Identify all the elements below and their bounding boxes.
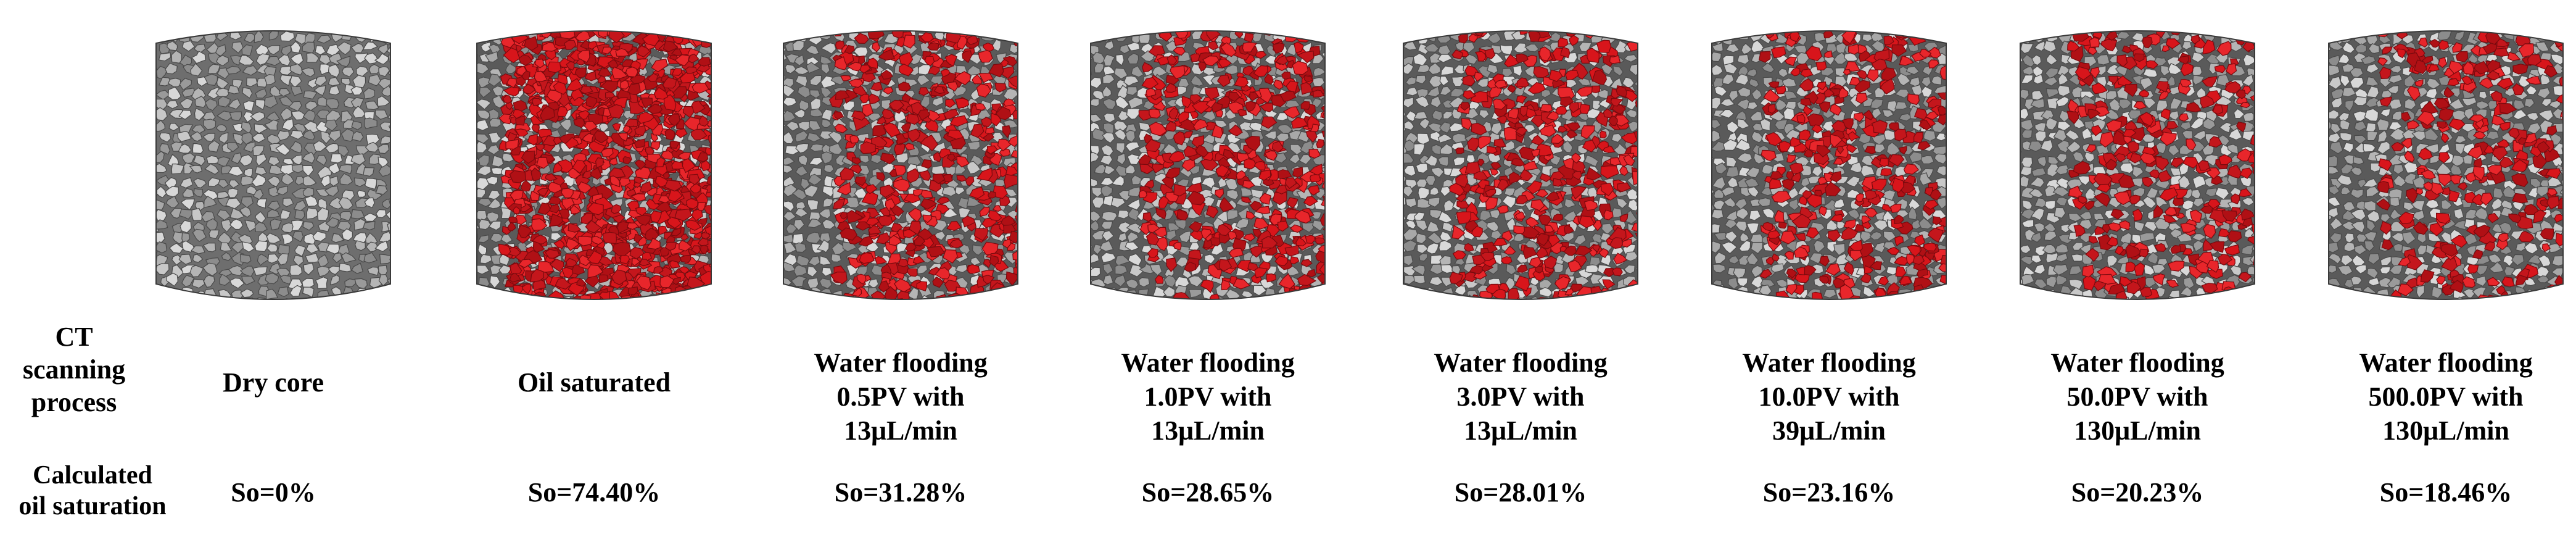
process-label-line: 10.0PV with: [1758, 382, 1900, 412]
process-label-line: Oil saturated: [517, 367, 671, 398]
core-render: [783, 30, 1018, 300]
oil-saturation-value: So=31.28%: [834, 477, 967, 507]
core-image: [461, 19, 727, 315]
row-label-process: CT scanning process: [0, 321, 148, 419]
process-label-line: 0.5PV with: [836, 382, 965, 412]
process-label: Water flooding 10.0PV with 39μL/min: [1693, 346, 1965, 448]
core-render: [2328, 30, 2564, 300]
row-label-saturation-line: oil saturation: [19, 492, 167, 521]
process-label: Water flooding 3.0PV with 13μL/min: [1385, 346, 1656, 448]
core-image: [1696, 19, 1962, 315]
process-label-line: Water flooding: [2050, 348, 2224, 378]
oil-saturation-value: So=18.46%: [2379, 477, 2512, 507]
process-label-line: 50.0PV with: [2066, 382, 2208, 412]
process-label-line: 130μL/min: [2074, 415, 2201, 446]
process-label: Water flooding 0.5PV with 13μL/min: [765, 346, 1036, 448]
core-render: [2020, 30, 2255, 300]
process-label-line: 1.0PV with: [1144, 382, 1272, 412]
process-label: Oil saturated: [458, 365, 730, 399]
core-image: [141, 19, 406, 315]
core-render: [1403, 30, 1638, 300]
core-image: [1388, 19, 1653, 315]
process-label-line: 130μL/min: [2382, 415, 2509, 446]
core-image: [2313, 19, 2576, 315]
oil-saturation-value: So=74.40%: [527, 477, 661, 507]
row-label-saturation-line: Calculated: [33, 461, 152, 490]
process-label-line: 39μL/min: [1772, 415, 1886, 446]
process-label-line: 13μL/min: [1464, 415, 1577, 446]
process-label: Water flooding 500.0PV with 130μL/min: [2310, 346, 2576, 448]
oil-saturation-value: So=23.16%: [1762, 477, 1896, 507]
process-label: Water flooding 1.0PV with 13μL/min: [1072, 346, 1344, 448]
process-label-line: 13μL/min: [1151, 415, 1265, 446]
row-label-process-line: CT: [55, 322, 93, 352]
process-label-line: Water flooding: [2359, 348, 2533, 378]
process-label-line: Water flooding: [1121, 348, 1295, 378]
oil-saturation-value: So=28.01%: [1454, 477, 1587, 507]
process-label: Water flooding 50.0PV with 130μL/min: [2002, 346, 2273, 448]
process-label-line: 500.0PV with: [2368, 382, 2524, 412]
process-label-line: Water flooding: [1742, 348, 1916, 378]
core-render: [476, 30, 712, 300]
process-label-line: Water flooding: [1434, 348, 1608, 378]
row-label-saturation: Calculated oil saturation: [0, 460, 185, 522]
row-label-process-line: scanning: [22, 354, 126, 385]
oil-saturation-value: So=0%: [231, 477, 316, 507]
process-label-line: Water flooding: [814, 348, 988, 378]
oil-saturation-value: So=20.23%: [2071, 477, 2204, 507]
core-render: [155, 30, 391, 300]
core-image: [1075, 19, 1340, 315]
core-image: [768, 19, 1033, 315]
row-label-process-line: process: [31, 386, 117, 417]
oil-saturation-value: So=28.65%: [1141, 477, 1274, 507]
process-label: Dry core: [138, 365, 409, 399]
process-label-line: Dry core: [222, 367, 324, 398]
core-render: [1090, 30, 1326, 300]
core-image: [2005, 19, 2270, 315]
core-render: [1711, 30, 1947, 300]
process-label-line: 3.0PV with: [1456, 382, 1585, 412]
process-label-line: 13μL/min: [844, 415, 957, 446]
